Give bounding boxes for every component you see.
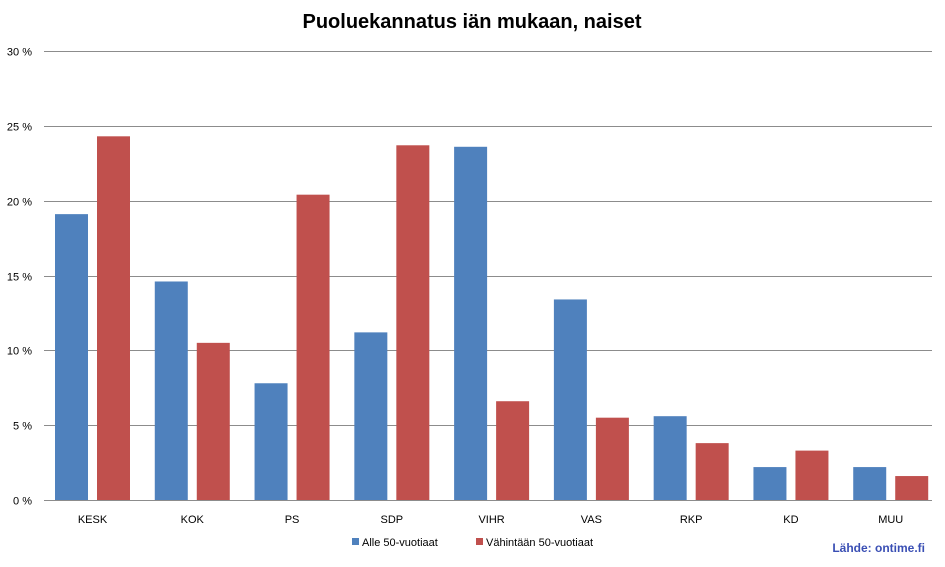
legend-swatch (476, 538, 483, 545)
bar-vihr-series-1 (454, 146, 488, 500)
bar-muu-series-1 (853, 467, 887, 500)
y-tick-label: 20 % (7, 197, 32, 209)
category-label: KESK (78, 514, 108, 526)
bar-kd-series-2 (795, 450, 829, 500)
category-label: MUU (878, 514, 903, 526)
bar-kesk-series-2 (97, 136, 130, 500)
bar-vihr-series-2 (496, 401, 530, 500)
category-label: RKP (680, 514, 703, 526)
bar-rkp-series-1 (653, 416, 687, 500)
bar-kok-series-2 (196, 342, 230, 500)
chart-title: Puoluekannatus iän mukaan, naiset (303, 11, 642, 33)
y-tick-label: 30 % (7, 47, 32, 59)
legend-label: Alle 50-vuotiaat (362, 537, 438, 549)
legend-label: Vähintään 50-vuotiaat (486, 537, 593, 549)
category-label: PS (285, 514, 300, 526)
category-label: VAS (581, 514, 602, 526)
bar-vas-series-1 (553, 299, 587, 500)
legend-swatch (352, 538, 359, 545)
bar-sdp-series-2 (396, 145, 430, 501)
bar-ps-series-2 (296, 194, 330, 500)
bar-vas-series-2 (595, 417, 629, 500)
bar-kok-series-1 (154, 281, 188, 500)
x-axis-categories: KESK KOK PS SDP VIHR VAS RKP KD MUU (78, 514, 903, 526)
y-tick-label: 15 % (7, 272, 32, 284)
bars (55, 136, 929, 501)
y-tick-label: 5 % (13, 421, 32, 433)
bar-ps-series-1 (254, 383, 288, 500)
y-tick-label: 10 % (7, 346, 32, 358)
source-label: Lähde: ontime.fi (832, 541, 925, 555)
bar-rkp-series-2 (695, 443, 729, 500)
legend[interactable]: Alle 50-vuotiaat Vähintään 50-vuotiaat (352, 537, 593, 549)
bar-kd-series-1 (753, 467, 787, 500)
y-tick-label: 25 % (7, 122, 32, 134)
gridlines (44, 51, 932, 501)
y-tick-label: 0 % (13, 496, 32, 508)
bar-kesk-series-1 (55, 214, 88, 501)
category-label: KD (783, 514, 798, 526)
category-label: KOK (181, 514, 205, 526)
category-label: VIHR (478, 514, 504, 526)
category-label: SDP (381, 514, 404, 526)
y-axis-ticks: 0 % 5 % 10 % 15 % 20 % 25 % 30 % (7, 47, 32, 508)
bar-muu-series-2 (895, 476, 929, 500)
bar-sdp-series-1 (354, 332, 388, 500)
